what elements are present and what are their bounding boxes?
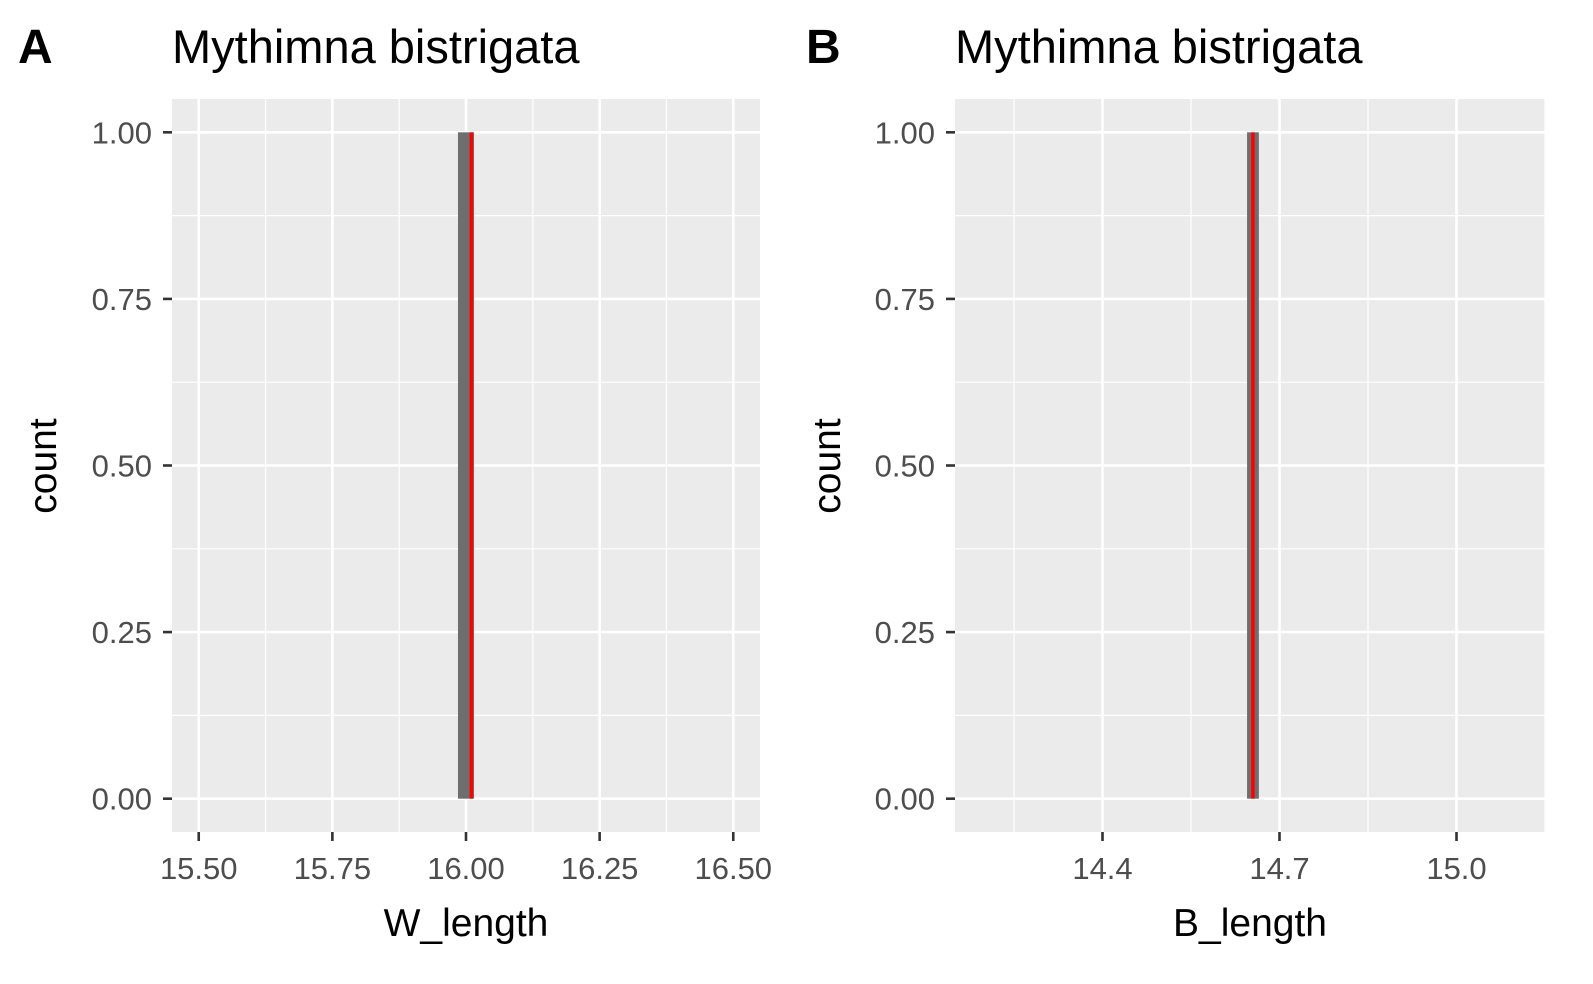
panel-title: Mythimna bistrigata bbox=[172, 20, 580, 73]
bars bbox=[457, 132, 475, 799]
x-axis-ticks: 14.4 14.7 15.0 bbox=[1072, 832, 1487, 886]
y-tick-label: 0.25 bbox=[875, 615, 935, 650]
x-axis-ticks: 15.50 15.75 16.00 16.25 16.50 bbox=[160, 832, 772, 886]
y-tick-label: 1.00 bbox=[875, 115, 935, 150]
bars bbox=[1247, 132, 1259, 799]
x-tick-label: 15.75 bbox=[294, 851, 372, 886]
y-tick-label: 0.25 bbox=[92, 615, 152, 650]
y-tick-label: 0.00 bbox=[92, 782, 152, 817]
y-axis-title: count bbox=[806, 418, 849, 514]
x-tick-label: 16.50 bbox=[694, 851, 772, 886]
y-tick-label: 0.75 bbox=[92, 282, 152, 317]
x-axis-title: W_length bbox=[384, 902, 549, 945]
y-tick-label: 0.75 bbox=[875, 282, 935, 317]
y-tick-label: 0.00 bbox=[875, 782, 935, 817]
panel-a: A Mythimna bistrigata 0.00 0.25 0.50 0.75 1.… bbox=[18, 20, 772, 945]
x-tick-label: 15.0 bbox=[1426, 851, 1486, 886]
x-tick-label: 14.4 bbox=[1072, 851, 1132, 886]
panel-b: B Mythimna bistrigata 0.00 0.25 0.50 0.75 1.… bbox=[806, 20, 1546, 945]
panel-letter: B bbox=[806, 21, 841, 74]
y-axis-title: count bbox=[22, 418, 65, 514]
x-tick-label: 16.00 bbox=[427, 851, 505, 886]
x-tick-label: 14.7 bbox=[1249, 851, 1309, 886]
y-tick-label: 1.00 bbox=[92, 115, 152, 150]
y-axis-ticks: 0.00 0.25 0.50 0.75 1.00 bbox=[875, 115, 955, 817]
y-axis-ticks: 0.00 0.25 0.50 0.75 1.00 bbox=[92, 115, 172, 817]
panel-letter: A bbox=[18, 21, 53, 74]
y-tick-label: 0.50 bbox=[875, 449, 935, 484]
gridlines bbox=[955, 99, 1546, 832]
panel-title: Mythimna bistrigata bbox=[955, 20, 1363, 73]
y-tick-label: 0.50 bbox=[92, 449, 152, 484]
x-tick-label: 15.50 bbox=[160, 851, 238, 886]
x-tick-label: 16.25 bbox=[561, 851, 639, 886]
x-axis-title: B_length bbox=[1173, 902, 1327, 945]
